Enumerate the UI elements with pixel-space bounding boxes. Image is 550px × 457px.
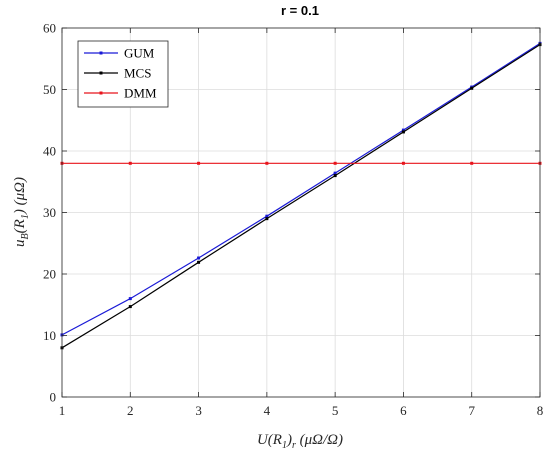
x-axis-label-main: U(R [257, 432, 282, 448]
x-axis-label-unit: (μΩ/Ω) [296, 432, 343, 448]
series-line-mcs [61, 44, 541, 349]
x-tick-label: 3 [195, 403, 202, 418]
data-point-mcs [470, 86, 474, 90]
data-point-gum [128, 297, 132, 301]
data-point-mcs [333, 174, 337, 178]
y-tick-label: 0 [50, 390, 57, 405]
y-axis-label: uB(R1) (μΩ) [12, 177, 31, 247]
legend-item-gum: GUM [84, 46, 155, 61]
y-axis-label-mid: (R [12, 219, 28, 233]
y-tick-label: 50 [43, 82, 56, 97]
legend-item-mcs: MCS [84, 66, 151, 81]
x-tick-label: 4 [264, 403, 271, 418]
legend-marker-dmm [99, 91, 103, 95]
series-layer [60, 41, 542, 350]
y-axis-label-sub1: B [20, 233, 31, 239]
series-mcs [60, 43, 542, 350]
data-point-dmm [401, 161, 405, 165]
data-point-gum [401, 128, 405, 132]
legend-marker-gum [99, 51, 103, 55]
data-point-mcs [128, 305, 132, 309]
legend-box [77, 40, 169, 108]
x-axis-label-sub1: 1 [282, 440, 287, 451]
series-line-gum [61, 42, 541, 336]
legend-marker-mcs [99, 71, 103, 75]
grid [61, 27, 541, 398]
data-point-gum [333, 171, 337, 175]
plot-frame [61, 27, 541, 398]
x-axis-label-mid: ) [286, 432, 292, 448]
legend-label-mcs: MCS [124, 66, 151, 81]
y-axis-label-end: ) [12, 209, 28, 215]
data-point-dmm [333, 161, 337, 165]
x-tick-label: 2 [127, 403, 134, 418]
chart-title: r = 0.1 [281, 3, 319, 18]
x-tick-label: 8 [537, 403, 544, 418]
y-tick-label: 40 [43, 144, 56, 159]
data-point-mcs [197, 260, 201, 264]
data-point-dmm [265, 161, 269, 165]
x-axis-label-sub2: r [292, 440, 296, 451]
y-tick-label: 60 [43, 21, 56, 36]
legend-label-dmm: DMM [124, 86, 157, 101]
x-axis-label: U(R1)r (μΩ/Ω) [257, 432, 343, 451]
y-axis-label-unit: (μΩ) [12, 177, 28, 209]
legend-label-gum: GUM [124, 46, 155, 61]
data-point-dmm [470, 161, 474, 165]
y-tick-label: 10 [43, 328, 56, 343]
data-point-dmm [128, 161, 132, 165]
x-tick-label: 1 [59, 403, 66, 418]
series-dmm [60, 161, 542, 165]
y-tick-label: 30 [43, 205, 56, 220]
x-tick-label: 7 [468, 403, 475, 418]
data-point-gum [197, 256, 201, 260]
y-tick-label: 20 [43, 267, 56, 282]
data-point-dmm [197, 161, 201, 165]
x-tick-label: 6 [400, 403, 407, 418]
data-point-gum [265, 214, 269, 218]
data-point-mcs [265, 217, 269, 221]
legend-item-dmm: DMM [84, 86, 157, 101]
y-axis-label-main: u [12, 239, 28, 247]
ticks: 1 2 3 4 5 6 7 8 0 10 20 30 40 50 60 [43, 21, 543, 419]
legend: GUM MCS DMM [77, 40, 169, 108]
data-point-mcs [401, 130, 405, 134]
y-axis-label-sub2: 1 [20, 214, 31, 219]
x-tick-label: 5 [332, 403, 339, 418]
